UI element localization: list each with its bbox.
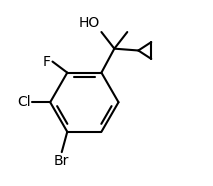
Text: Cl: Cl: [17, 95, 31, 109]
Text: HO: HO: [78, 16, 99, 30]
Text: Br: Br: [54, 154, 69, 168]
Text: F: F: [43, 54, 51, 69]
